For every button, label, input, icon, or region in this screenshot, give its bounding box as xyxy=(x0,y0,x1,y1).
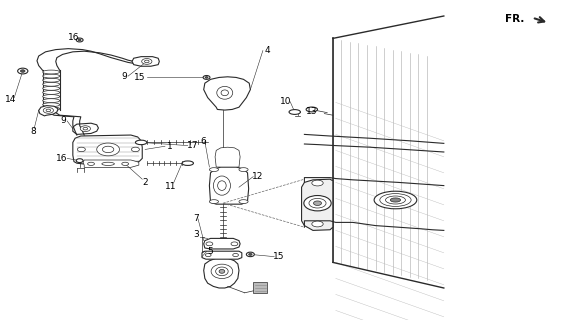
Text: 17: 17 xyxy=(187,141,198,150)
Ellipse shape xyxy=(249,253,252,255)
Ellipse shape xyxy=(43,107,60,111)
Text: 8: 8 xyxy=(30,127,36,136)
Ellipse shape xyxy=(380,194,411,206)
Ellipse shape xyxy=(43,82,60,86)
Ellipse shape xyxy=(239,200,248,204)
Ellipse shape xyxy=(205,253,211,257)
Ellipse shape xyxy=(374,191,417,209)
Ellipse shape xyxy=(304,196,331,211)
Polygon shape xyxy=(132,57,159,66)
Text: 4: 4 xyxy=(265,46,270,55)
Ellipse shape xyxy=(43,99,60,102)
Text: 9: 9 xyxy=(61,116,67,125)
Text: 1: 1 xyxy=(167,142,172,151)
Ellipse shape xyxy=(102,162,114,165)
Polygon shape xyxy=(209,167,249,204)
Ellipse shape xyxy=(206,242,213,246)
Ellipse shape xyxy=(203,76,210,79)
Ellipse shape xyxy=(205,77,208,78)
Ellipse shape xyxy=(43,74,60,78)
Text: 13: 13 xyxy=(306,107,318,116)
Ellipse shape xyxy=(314,201,321,205)
Ellipse shape xyxy=(209,168,218,172)
Polygon shape xyxy=(253,282,267,293)
Ellipse shape xyxy=(142,59,152,64)
Text: 5: 5 xyxy=(208,247,213,256)
Ellipse shape xyxy=(43,103,60,107)
Ellipse shape xyxy=(233,253,238,257)
Ellipse shape xyxy=(79,39,81,41)
Ellipse shape xyxy=(289,109,300,115)
Polygon shape xyxy=(73,135,142,164)
Polygon shape xyxy=(204,77,250,110)
Ellipse shape xyxy=(145,60,149,63)
Text: 12: 12 xyxy=(251,172,263,181)
Ellipse shape xyxy=(213,176,230,195)
Polygon shape xyxy=(83,160,139,167)
Text: 6: 6 xyxy=(201,137,207,146)
Ellipse shape xyxy=(43,95,60,99)
Polygon shape xyxy=(302,179,333,230)
Text: 7: 7 xyxy=(193,214,199,223)
Ellipse shape xyxy=(88,162,94,165)
Ellipse shape xyxy=(182,161,193,165)
Ellipse shape xyxy=(76,159,83,163)
Text: 3: 3 xyxy=(193,230,199,239)
Polygon shape xyxy=(204,258,239,288)
Ellipse shape xyxy=(239,168,248,172)
Text: 14: 14 xyxy=(5,95,16,104)
Ellipse shape xyxy=(217,181,226,190)
Text: 2: 2 xyxy=(142,178,148,187)
Ellipse shape xyxy=(217,86,233,99)
Ellipse shape xyxy=(216,267,228,276)
Ellipse shape xyxy=(122,162,129,165)
Polygon shape xyxy=(39,106,58,116)
Ellipse shape xyxy=(76,38,83,42)
Ellipse shape xyxy=(231,242,238,246)
Polygon shape xyxy=(215,147,240,167)
Text: FR.: FR. xyxy=(505,13,525,24)
Ellipse shape xyxy=(20,70,25,72)
Text: 15: 15 xyxy=(273,252,284,261)
Ellipse shape xyxy=(43,70,60,74)
Ellipse shape xyxy=(209,200,218,204)
Ellipse shape xyxy=(135,140,147,145)
Ellipse shape xyxy=(18,68,28,74)
Ellipse shape xyxy=(43,86,60,90)
Ellipse shape xyxy=(83,127,88,130)
Text: 11: 11 xyxy=(165,182,176,191)
Ellipse shape xyxy=(43,108,53,113)
Ellipse shape xyxy=(312,180,323,186)
Ellipse shape xyxy=(386,196,405,204)
Ellipse shape xyxy=(43,78,60,82)
Ellipse shape xyxy=(211,264,233,278)
Ellipse shape xyxy=(246,252,254,257)
Ellipse shape xyxy=(97,143,119,156)
Ellipse shape xyxy=(102,146,114,153)
Text: 10: 10 xyxy=(280,97,291,106)
Ellipse shape xyxy=(43,91,60,94)
Ellipse shape xyxy=(312,221,323,227)
Text: 16: 16 xyxy=(68,33,80,42)
Ellipse shape xyxy=(219,269,225,273)
Ellipse shape xyxy=(221,90,229,96)
Polygon shape xyxy=(204,238,240,249)
Ellipse shape xyxy=(77,147,85,152)
Ellipse shape xyxy=(309,198,326,208)
Ellipse shape xyxy=(390,198,401,202)
Ellipse shape xyxy=(131,147,139,152)
Polygon shape xyxy=(73,123,98,134)
Polygon shape xyxy=(202,251,242,259)
Text: 15: 15 xyxy=(134,73,145,82)
Text: 16: 16 xyxy=(56,154,67,163)
Ellipse shape xyxy=(46,109,51,112)
Ellipse shape xyxy=(80,126,90,132)
Ellipse shape xyxy=(306,107,318,112)
Text: 9: 9 xyxy=(121,72,127,81)
